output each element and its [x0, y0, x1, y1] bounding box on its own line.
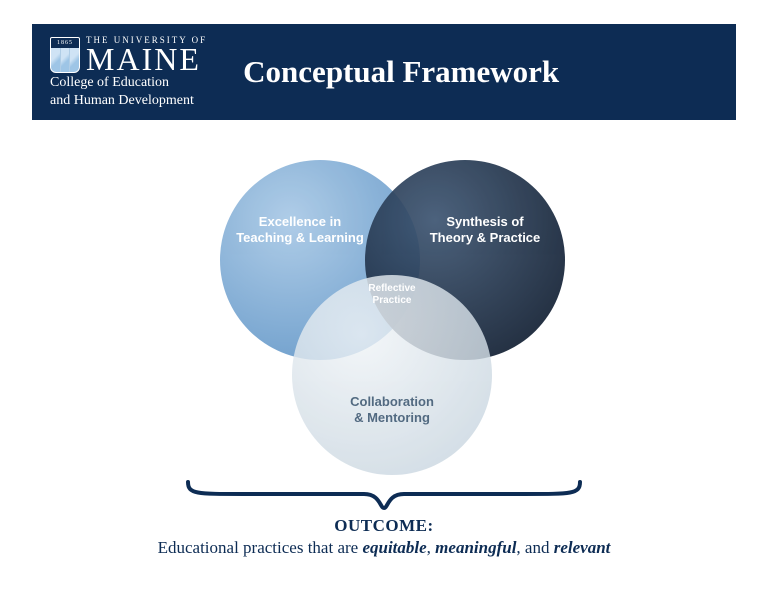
outcome-sep-1: , [427, 538, 436, 557]
header-bar: 1865 THE UNIVERSITY OF MAINE College of … [32, 24, 736, 120]
outcome-prefix: Educational practices that are [158, 538, 363, 557]
outcome-block: OUTCOME: Educational practices that are … [0, 516, 768, 558]
venn-label-collaboration: Collaboration & Mentoring [350, 394, 434, 427]
logo-row: 1865 THE UNIVERSITY OF MAINE [50, 35, 207, 74]
venn-diagram: Excellence in Teaching & Learning Synthes… [0, 145, 768, 485]
college-line-1: College of Education [50, 75, 207, 91]
college-line-2: and Human Development [50, 93, 207, 109]
shield-icon: 1865 [50, 37, 80, 73]
venn-label-synthesis: Synthesis of Theory & Practice [430, 214, 541, 247]
brace-path [188, 482, 580, 508]
logo-text: THE UNIVERSITY OF MAINE [86, 35, 207, 74]
university-name: MAINE [86, 45, 207, 74]
venn-center-label: Reflective Practice [362, 283, 422, 307]
page-title: Conceptual Framework [243, 54, 559, 90]
outcome-word-1: equitable [362, 538, 426, 557]
shield-year: 1865 [51, 38, 79, 48]
outcome-word-2: meaningful [435, 538, 516, 557]
outcome-sep-2: , and [516, 538, 553, 557]
outcome-text: Educational practices that are equitable… [0, 538, 768, 558]
university-logo: 1865 THE UNIVERSITY OF MAINE College of … [50, 35, 207, 110]
outcome-word-3: relevant [554, 538, 611, 557]
venn-label-excellence: Excellence in Teaching & Learning [236, 214, 364, 247]
curly-brace-icon [184, 478, 584, 512]
outcome-title: OUTCOME: [0, 516, 768, 536]
